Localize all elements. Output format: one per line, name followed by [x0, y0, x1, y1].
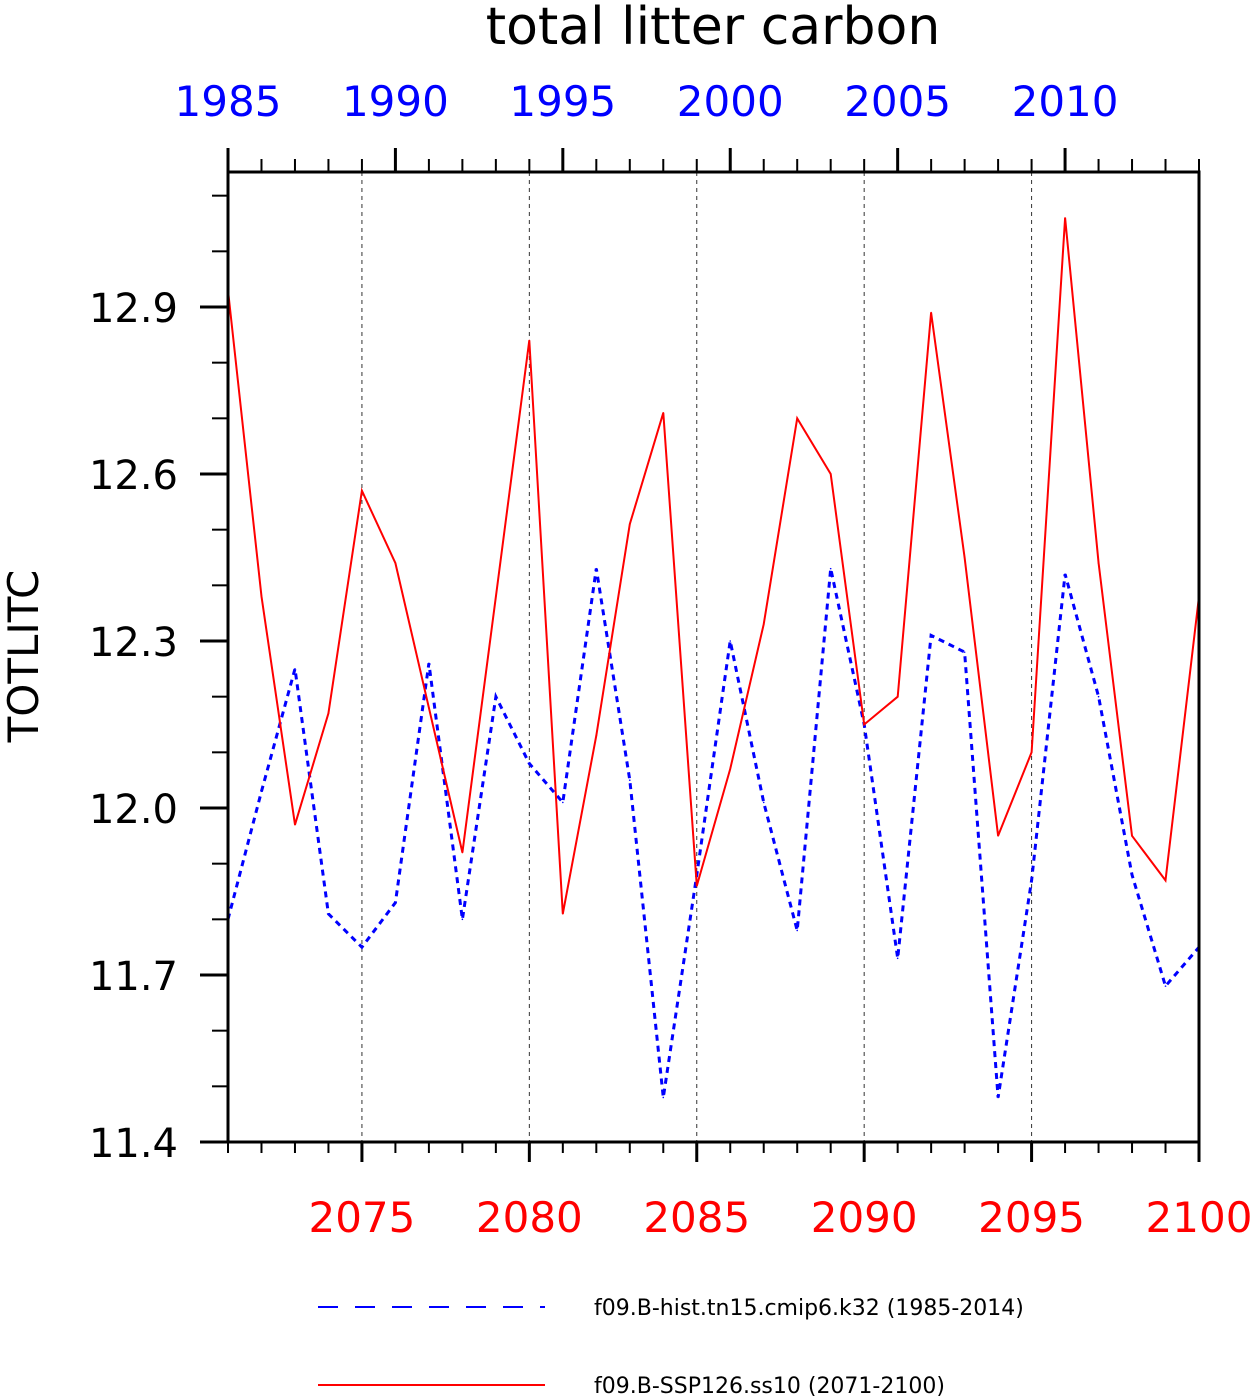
series-line-hist	[226, 568, 1201, 1098]
data-point-hist	[762, 801, 765, 804]
y-axis-tick-labels: 11.4 11.7 12.0 12.3 12.6 12.9	[89, 286, 178, 1167]
axis-ticks	[200, 148, 1201, 1162]
data-point-hist	[294, 668, 296, 670]
y-axis-label: TOTLITC	[0, 570, 48, 744]
data-point-hist	[394, 901, 397, 904]
data-point-hist	[461, 918, 464, 921]
data-point-hist	[729, 640, 732, 642]
data-point-hist	[930, 634, 932, 637]
data-point-ssp	[327, 712, 330, 715]
data-point-ssp	[863, 723, 865, 726]
data-point-hist	[829, 567, 832, 570]
top-tick-label: 2005	[844, 77, 951, 126]
data-point-hist	[495, 695, 497, 698]
data-point-hist	[528, 762, 531, 765]
y-tick-label: 12.0	[89, 787, 178, 833]
data-point-ssp	[930, 311, 932, 314]
data-point-ssp	[562, 912, 564, 915]
bottom-axis-tick-labels: 2075 2080 2085 2090 2095 2100	[308, 1193, 1252, 1242]
data-point-ssp	[829, 473, 832, 475]
top-tick-label: 2000	[677, 77, 784, 126]
y-tick-label: 12.6	[89, 453, 178, 499]
grid-lines	[361, 172, 1033, 1142]
data-point-hist	[361, 946, 363, 948]
legend-hist-label: f09.B-hist.tn15.cmip6.k32 (1985-2014)	[594, 1296, 1024, 1321]
plot-frame	[226, 170, 1201, 1144]
data-point-ssp	[762, 623, 765, 626]
data-point-ssp	[963, 556, 966, 559]
data-point-hist	[260, 790, 263, 793]
series-line-ssp	[227, 217, 1200, 914]
data-point-hist	[1097, 695, 1100, 698]
data-point-hist	[562, 801, 564, 804]
data-point-ssp	[628, 523, 631, 525]
data-point-ssp	[461, 851, 464, 854]
data-point-ssp	[1131, 835, 1133, 837]
data-point-ssp	[495, 595, 497, 598]
data-point-ssp	[1164, 879, 1167, 882]
chart-title: total litter carbon	[486, 0, 941, 57]
data-point-hist	[1064, 573, 1066, 575]
data-point-ssp	[528, 339, 531, 342]
bottom-tick-label: 2085	[643, 1193, 750, 1242]
data-point-ssp	[260, 595, 263, 598]
data-point-hist	[595, 567, 598, 570]
data-point-hist	[1030, 879, 1033, 882]
y-tick-label: 11.4	[89, 1121, 178, 1167]
bottom-tick-label: 2100	[1146, 1193, 1253, 1242]
data-point-ssp	[695, 885, 698, 887]
data-point-ssp	[394, 562, 397, 564]
bottom-tick-label: 2095	[978, 1193, 1085, 1242]
series-lines	[226, 217, 1201, 1099]
data-point-ssp	[997, 835, 999, 837]
data-point-hist	[1164, 985, 1167, 987]
data-point-hist	[997, 1096, 999, 1099]
data-point-hist	[896, 957, 899, 960]
data-point-hist	[963, 651, 966, 653]
data-point-ssp	[294, 823, 296, 826]
top-tick-label: 2010	[1012, 77, 1119, 126]
bottom-tick-label: 2080	[476, 1193, 583, 1242]
data-point-hist	[796, 929, 799, 932]
data-point-ssp	[1064, 217, 1066, 219]
bottom-tick-label: 2075	[308, 1193, 415, 1242]
data-point-ssp	[729, 768, 732, 770]
data-point-hist	[628, 779, 631, 781]
top-axis-tick-labels: 1985 1990 1995 2000 2005 2010	[175, 77, 1119, 126]
top-tick-label: 1990	[342, 77, 449, 126]
top-tick-label: 1985	[175, 77, 282, 126]
legend: f09.B-hist.tn15.cmip6.k32 (1985-2014) f0…	[318, 1296, 1024, 1399]
data-point-hist	[327, 912, 330, 915]
data-point-ssp	[361, 489, 363, 492]
data-point-hist	[662, 1096, 665, 1099]
data-point-ssp	[662, 411, 665, 414]
data-point-ssp	[896, 695, 899, 698]
data-point-ssp	[1030, 751, 1033, 754]
top-tick-label: 1995	[509, 77, 616, 126]
y-tick-label: 12.3	[89, 620, 178, 666]
data-point-ssp	[595, 734, 598, 737]
data-point-ssp	[1097, 562, 1100, 564]
data-point-ssp	[796, 417, 799, 420]
y-tick-label: 11.7	[89, 954, 178, 1000]
data-point-ssp	[428, 706, 430, 709]
bottom-tick-label: 2090	[811, 1193, 918, 1242]
y-tick-label: 12.9	[89, 286, 178, 332]
data-point-hist	[1131, 873, 1133, 876]
legend-ssp-label: f09.B-SSP126.ss10 (2071-2100)	[594, 1374, 945, 1399]
data-point-hist	[428, 662, 430, 665]
